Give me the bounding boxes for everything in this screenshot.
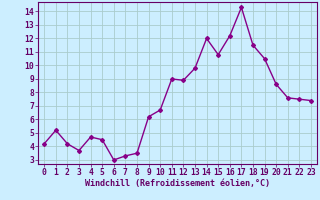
X-axis label: Windchill (Refroidissement éolien,°C): Windchill (Refroidissement éolien,°C)	[85, 179, 270, 188]
